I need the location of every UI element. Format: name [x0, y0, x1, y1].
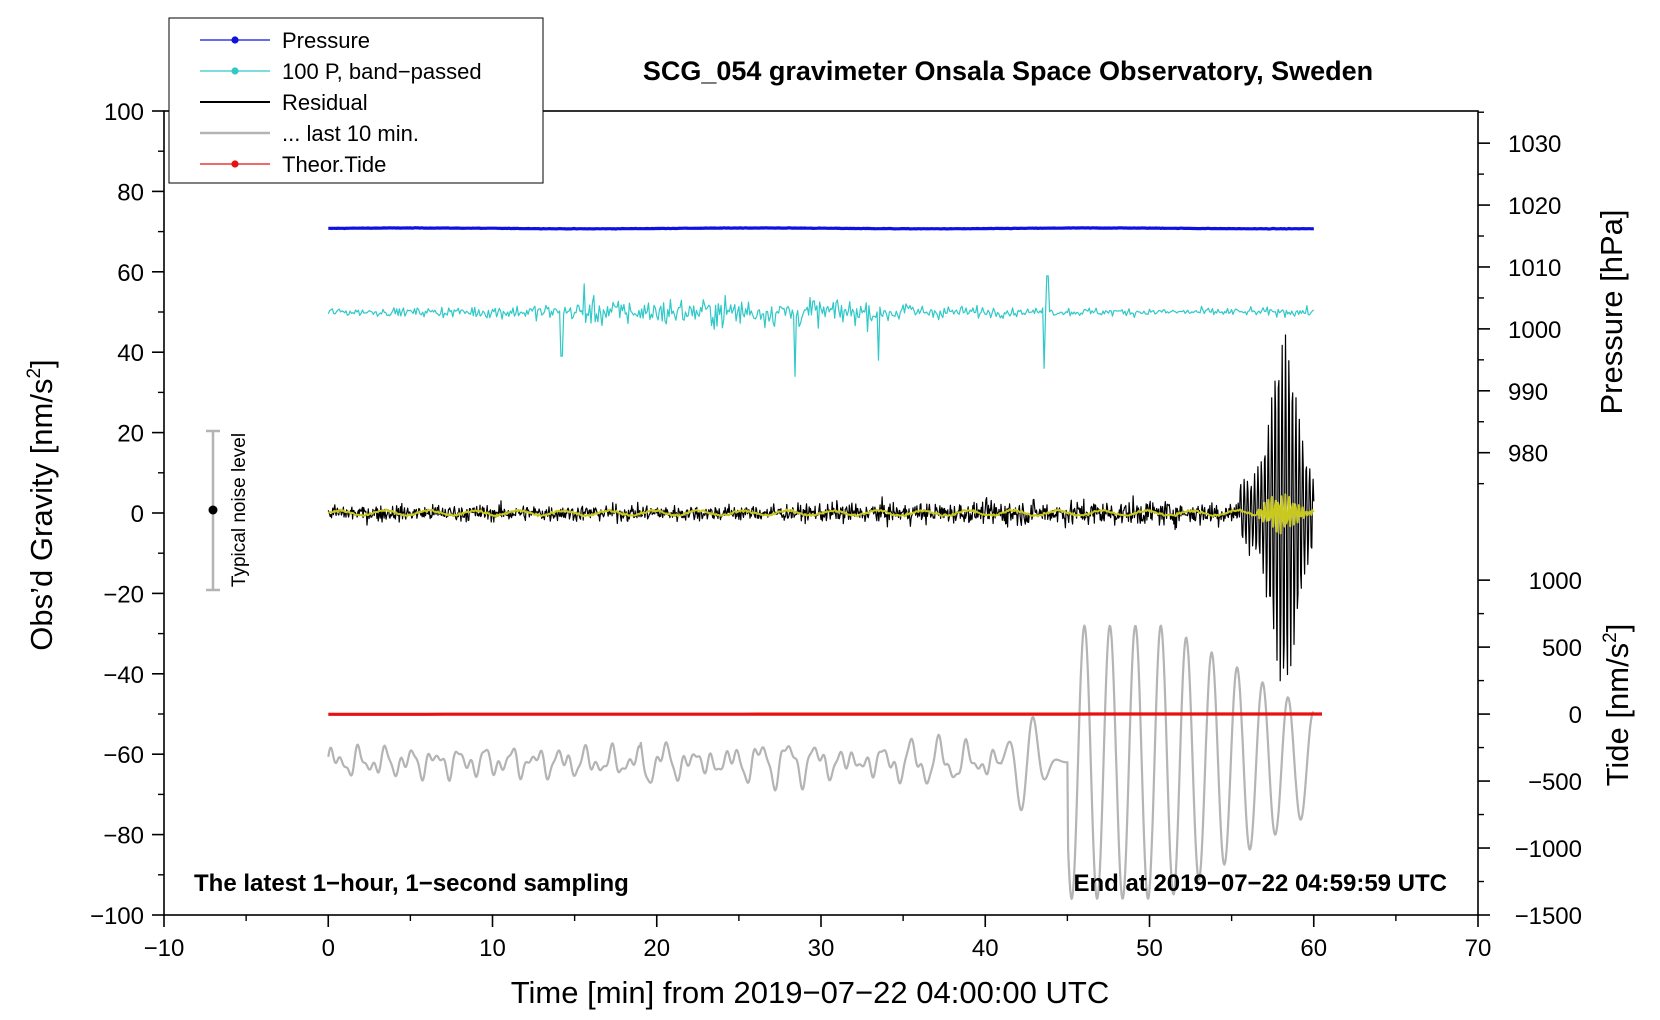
x-tick-label: 10	[479, 935, 506, 962]
y-tick-label: 20	[117, 421, 144, 448]
pressure-tick-label: 1020	[1508, 193, 1561, 220]
legend-label-last-10-min: ... last 10 min.	[282, 121, 419, 146]
y-tick-label: −100	[90, 903, 144, 930]
tide-tick-label: −500	[1528, 769, 1582, 796]
x-tick-label: 20	[643, 935, 670, 962]
y-tick-label: 100	[104, 99, 144, 126]
legend-entry-band-passed: 100 P, band−passed	[200, 59, 482, 84]
noise-level-indicator: Typical noise level	[206, 429, 250, 592]
residual-series-line	[327, 334, 1315, 682]
pressure-tick-label: 1000	[1508, 317, 1561, 344]
pressure-tick-label: 980	[1508, 441, 1548, 468]
pressure-series-line	[328, 226, 1314, 231]
tide-tick-label: −1000	[1515, 836, 1582, 863]
legend-label-pressure: Pressure	[282, 28, 370, 53]
tide-tick-label: 500	[1542, 635, 1582, 662]
y-axis-label-sup: 2	[24, 368, 45, 379]
legend-marker-pressure	[231, 36, 239, 44]
annotation-bottom-right: End at 2019−07−22 04:59:59 UTC	[1073, 870, 1447, 897]
series-layer	[327, 226, 1322, 900]
legend-label-band-passed: 100 P, band−passed	[282, 59, 482, 84]
tide-tick-label: 0	[1569, 702, 1582, 729]
x-tick-label: 60	[1300, 935, 1327, 962]
chart-title: SCG_054 gravimeter Onsala Space Observat…	[643, 56, 1373, 86]
legend-entry-theor-tide: Theor.Tide	[200, 152, 386, 177]
legend-entry-pressure: Pressure	[200, 28, 370, 53]
legend-entry-residual: Residual	[200, 90, 368, 115]
y-tick-label: −40	[103, 662, 144, 689]
tide-axis-label-main: Tide [nm/s	[1600, 643, 1635, 787]
y-tick-label: −20	[103, 581, 144, 608]
y-axis-label-main: Obs’d Gravity [nm/s	[24, 379, 59, 651]
residual-smoothed-series-line	[327, 493, 1315, 535]
x-axis-label: Time [min] from 2019−07−22 04:00:00 UTC	[511, 975, 1110, 1010]
legend-marker-theor-tide	[231, 160, 239, 168]
pressure-tick-label: 990	[1508, 379, 1548, 406]
y-tick-label: 60	[117, 260, 144, 287]
band-passed-series-line	[327, 275, 1315, 377]
pressure-tick-label: 1030	[1508, 131, 1561, 158]
y-tick-label: −80	[103, 823, 144, 850]
legend: Pressure 100 P, band−passed Residual ...…	[168, 17, 544, 184]
legend-label-theor-tide: Theor.Tide	[282, 152, 386, 177]
x-tick-label: 0	[322, 935, 335, 962]
x-tick-label: 30	[808, 935, 835, 962]
legend-marker-band-passed	[231, 67, 239, 75]
tide-tick-label: −1500	[1515, 903, 1582, 930]
annotation-bottom-left: The latest 1−hour, 1−second sampling	[194, 870, 629, 897]
tide-tick-label: 1000	[1529, 568, 1582, 595]
x-tick-label: 70	[1465, 935, 1492, 962]
y-tick-label: −60	[103, 742, 144, 769]
x-tick-label: 40	[972, 935, 999, 962]
x-tick-label: 50	[1136, 935, 1163, 962]
pressure-axis-label: Pressure [hPa]	[1594, 209, 1629, 414]
tide-axis-label-sup: 2	[1600, 632, 1621, 643]
y-tick-label: 80	[117, 179, 144, 206]
tide-axis-label: Tide [nm/s2]	[1600, 624, 1635, 787]
pressure-tick-label: 1010	[1508, 255, 1561, 282]
legend-entry-last-10-min: ... last 10 min.	[200, 121, 419, 146]
last-10-min-series-line	[327, 624, 1315, 900]
x-tick-label: −10	[144, 935, 185, 962]
noise-level-label: Typical noise level	[229, 433, 250, 587]
legend-box	[168, 17, 544, 184]
y-axis-label: Obs’d Gravity [nm/s2]	[24, 359, 59, 650]
axes-layer: −10 0 10 20 30 40 50 60 70−100−80−60−40−20020406…	[90, 99, 1582, 962]
y-tick-label: 40	[117, 340, 144, 367]
tide-axis-label-close: ]	[1600, 624, 1635, 633]
legend-label-residual: Residual	[282, 90, 368, 115]
y-tick-label: 0	[131, 501, 144, 528]
y-axis-label-close: ]	[24, 359, 59, 368]
noise-center-dot	[208, 505, 218, 515]
